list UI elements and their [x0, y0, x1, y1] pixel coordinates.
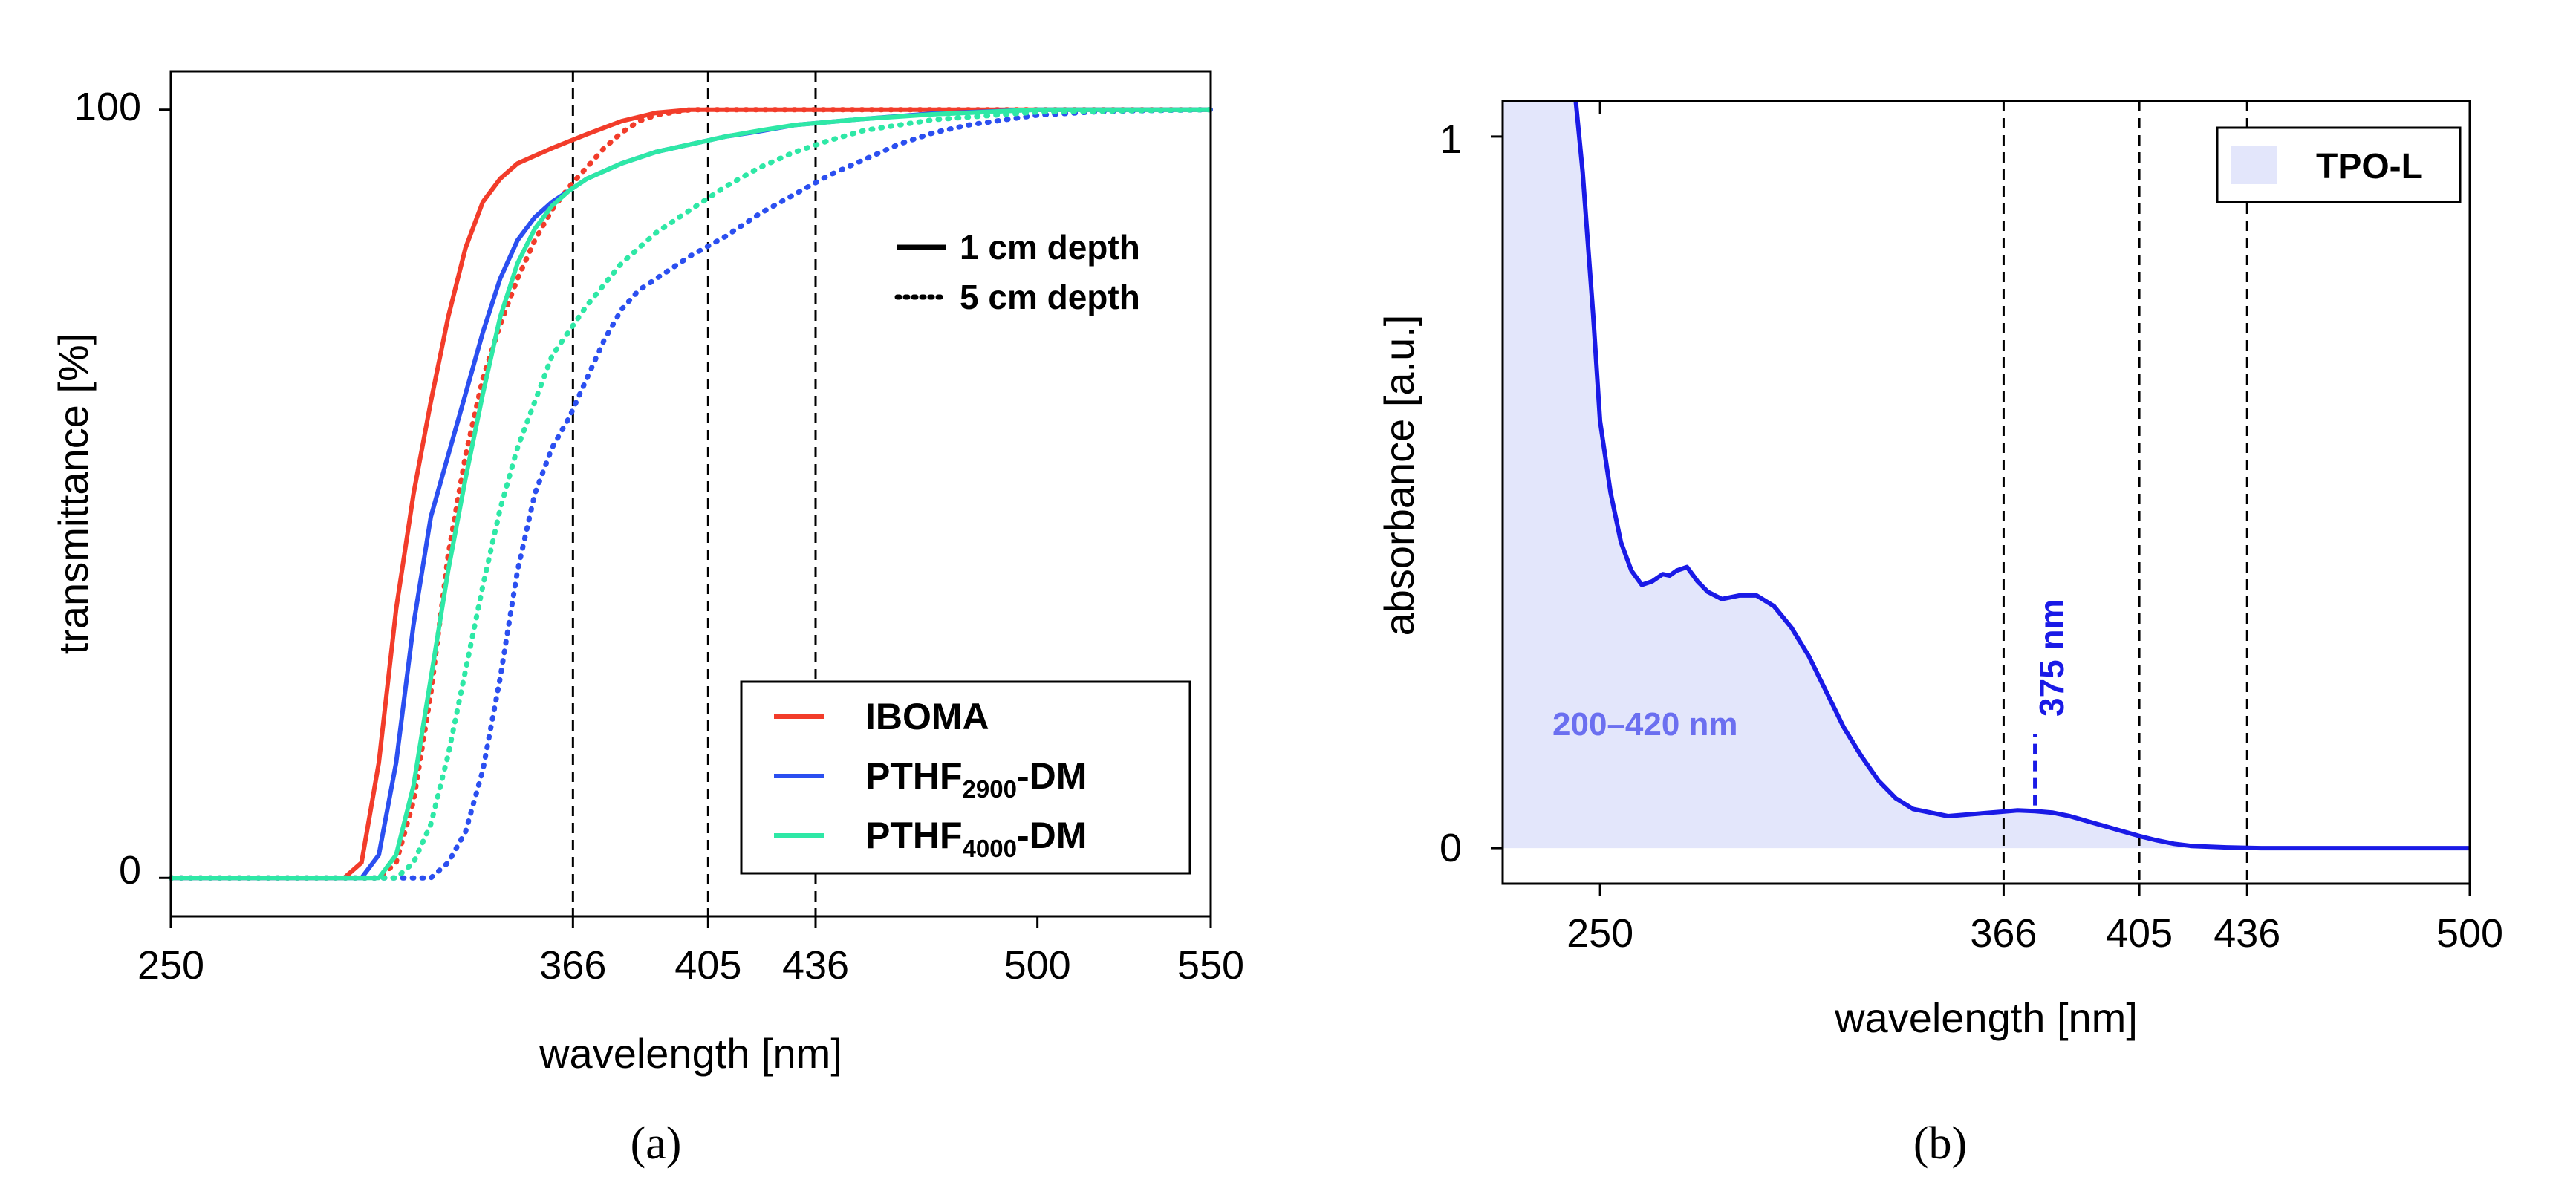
panel-b-absorbance-curve — [1573, 100, 2470, 851]
legend-label-pthf2900-base: PTHF — [865, 755, 963, 797]
legend-label-pthf4000-suffix: -DM — [1017, 815, 1087, 856]
panel-b-plot-frame — [1501, 100, 2471, 885]
panel-a-caption: (a) — [631, 1118, 682, 1169]
panel-a-xtick-label-550: 550 — [1177, 943, 1244, 988]
panel-b-x-axis-title: wavelength [nm] — [1834, 994, 2138, 1041]
panel-a-xtick-label-436: 436 — [782, 943, 849, 988]
legend-label-pthf4000-sub: 4000 — [963, 835, 1017, 862]
panel-a-y-axis-title: transmittance [%] — [50, 333, 97, 655]
legend-label-pthf2900-suffix: -DM — [1017, 755, 1087, 797]
panel-a-xtick-label-250: 250 — [137, 943, 204, 988]
panel-b-y-axis-title: absorbance [a.u.] — [1376, 315, 1422, 636]
panel-a-ytick-label-0: 0 — [119, 848, 141, 893]
panel-b-xtick-label-436: 436 — [2214, 911, 2280, 956]
panel-b-xtick-label-405: 405 — [2106, 911, 2173, 956]
panel-b-caption: (b) — [1913, 1118, 1967, 1169]
panel-b-legend-swatch — [2231, 146, 2277, 184]
legend-label-pthf2900: PTHF2900-DM — [865, 755, 1087, 803]
panel-a-x-axis-title: wavelength [nm] — [539, 1030, 842, 1077]
panel-a-transmittance-chart: 100 0 250 366 405 436 500 550 wavelength… — [50, 70, 1244, 1169]
style-legend-solid-label: 1 cm depth — [960, 228, 1140, 267]
panel-b-xtick-label-366: 366 — [1970, 911, 2037, 956]
panel-a-ytick-label-100: 100 — [74, 85, 141, 129]
panel-a-plot-frame — [169, 70, 1212, 918]
panel-a-style-legend: 1 cm depth 5 cm depth — [894, 228, 1140, 316]
panel-b-xtick-label-500: 500 — [2436, 911, 2503, 956]
legend-label-pthf2900-sub: 2900 — [963, 775, 1017, 803]
legend-label-iboma-base: IBOMA — [865, 696, 989, 737]
panel-a-xtick-label-405: 405 — [674, 943, 741, 988]
panel-b-reference-lines — [2002, 101, 2248, 884]
panel-b-ticks — [1491, 101, 2471, 896]
panel-b-shaded-region — [1503, 101, 2470, 849]
panel-a-series-line-3 — [168, 107, 1214, 881]
panel-a-series-line-0 — [171, 107, 1211, 881]
panel-b-ytick-label-1: 1 — [1440, 117, 1462, 162]
legend-label-iboma: IBOMA — [865, 696, 989, 737]
legend-label-pthf4000: PTHF4000-DM — [865, 815, 1087, 862]
panel-a-series-line-1 — [168, 107, 1214, 881]
panel-a-series — [168, 107, 1214, 881]
panel-b-absorbance-chart: 1 0 250 366 405 436 500 wavelength [nm] … — [1376, 100, 2503, 1169]
style-legend-dotted-label: 5 cm depth — [960, 278, 1140, 316]
panel-a-ticks — [159, 108, 1212, 928]
panel-a-series-line-4 — [171, 107, 1211, 881]
panel-a-xtick-label-500: 500 — [1004, 943, 1071, 988]
panel-b-peak-label: 375 nm — [2032, 599, 2071, 717]
panel-a-series-line-5 — [168, 107, 1214, 881]
panel-b-legend-label: TPO-L — [2316, 147, 2423, 186]
legend-label-pthf4000-base: PTHF — [865, 815, 963, 856]
panel-a-xtick-label-366: 366 — [539, 943, 606, 988]
panel-b-ytick-label-0: 0 — [1440, 826, 1462, 870]
panel-b-legend: TPO-L — [2216, 126, 2462, 203]
panel-a-series-legend: IBOMA PTHF2900-DM PTHF4000-DM — [740, 680, 1191, 875]
panel-b-xtick-label-250: 250 — [1567, 911, 1633, 956]
panel-b-region-label: 200–420 nm — [1552, 706, 1738, 743]
